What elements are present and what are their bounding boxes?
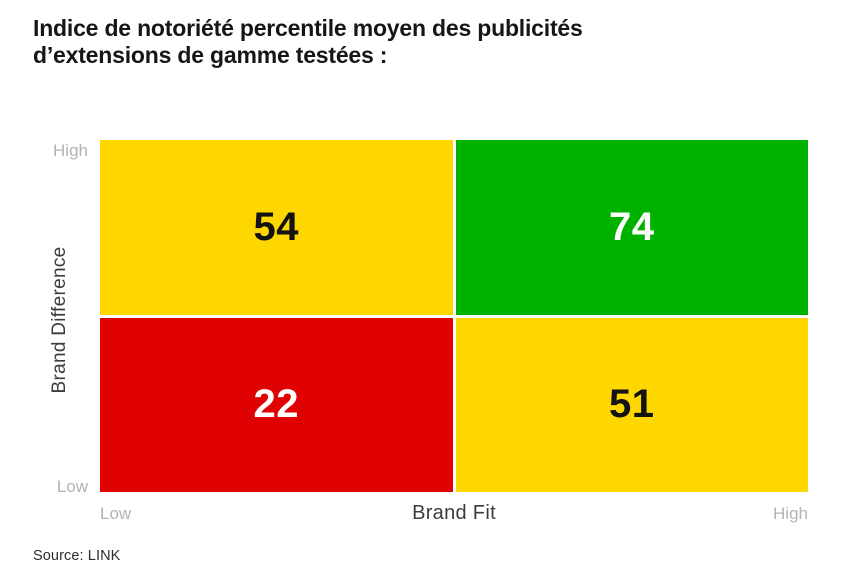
quadrant-top-left: 54 bbox=[100, 140, 453, 315]
y-axis-tick-high: High bbox=[53, 141, 88, 160]
quadrant-bottom-left: 22 bbox=[100, 317, 453, 492]
source-note: Source: LINK bbox=[33, 548, 121, 564]
y-axis-label: Brand Difference bbox=[49, 246, 70, 394]
chart-title-line-1: Indice de notoriété percentile moyen des… bbox=[33, 15, 583, 41]
quadrant-matrix: 54 74 22 51 bbox=[100, 140, 808, 492]
quadrant-bottom-right: 51 bbox=[455, 317, 808, 492]
y-axis-tick-low: Low bbox=[56, 477, 88, 496]
x-axis-tick-low: Low bbox=[100, 504, 132, 523]
x-axis-tick-high: High bbox=[773, 504, 808, 523]
chart-title-line-2: d’extensions de gamme testées : bbox=[33, 41, 388, 68]
chart-title: Indice de notoriété percentile moyen des… bbox=[33, 15, 583, 69]
quadrant-top-right: 74 bbox=[455, 140, 808, 315]
x-axis-label: Brand Fit bbox=[412, 502, 496, 524]
